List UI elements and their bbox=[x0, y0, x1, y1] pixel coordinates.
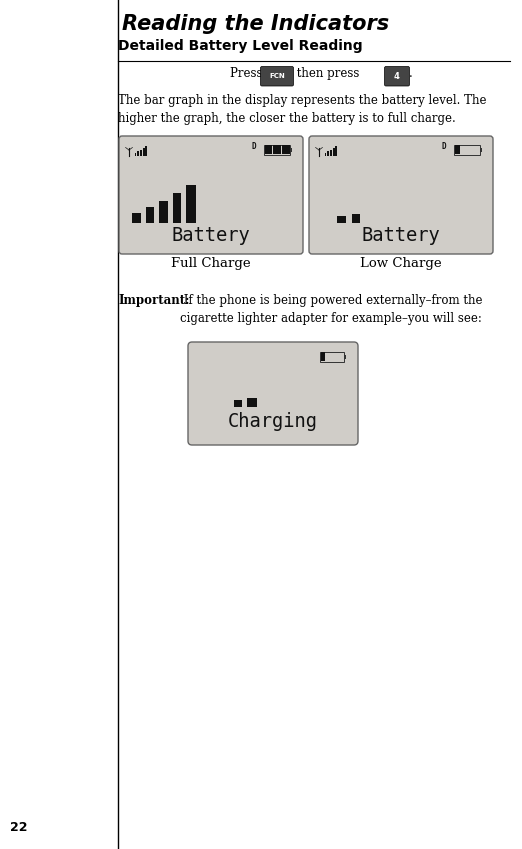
Text: 4: 4 bbox=[394, 72, 400, 81]
Text: Reading the Indicators: Reading the Indicators bbox=[122, 14, 389, 34]
Bar bbox=[159, 201, 168, 223]
Bar bbox=[344, 355, 346, 358]
Text: Full Charge: Full Charge bbox=[171, 257, 251, 270]
Text: Battery: Battery bbox=[172, 226, 251, 245]
Text: FCN: FCN bbox=[269, 73, 285, 79]
FancyBboxPatch shape bbox=[119, 136, 303, 254]
Bar bbox=[186, 185, 196, 223]
Bar bbox=[320, 351, 344, 362]
Bar bbox=[146, 207, 154, 223]
Bar bbox=[146, 146, 147, 156]
Bar bbox=[325, 153, 326, 156]
Bar bbox=[140, 149, 142, 156]
Bar bbox=[330, 149, 332, 156]
Text: Important:: Important: bbox=[118, 294, 189, 307]
Text: .: . bbox=[409, 67, 413, 80]
FancyBboxPatch shape bbox=[385, 66, 409, 86]
Bar bbox=[247, 398, 257, 407]
Bar bbox=[321, 352, 325, 361]
Text: The bar graph in the display represents the battery level. The
higher the graph,: The bar graph in the display represents … bbox=[118, 94, 487, 125]
Text: Detailed Battery Level Reading: Detailed Battery Level Reading bbox=[118, 39, 363, 53]
Text: Press: Press bbox=[230, 67, 266, 80]
Bar bbox=[273, 145, 281, 154]
Bar bbox=[264, 144, 290, 155]
Text: then press: then press bbox=[293, 67, 363, 80]
Bar bbox=[234, 400, 242, 407]
Bar bbox=[327, 151, 329, 156]
Text: Battery: Battery bbox=[362, 226, 441, 245]
Bar bbox=[454, 144, 480, 155]
Bar bbox=[455, 145, 459, 154]
Bar bbox=[172, 193, 181, 223]
Bar bbox=[480, 148, 482, 151]
Bar bbox=[290, 148, 292, 151]
Text: If the phone is being powered externally–from the
cigarette lighter adapter for : If the phone is being powered externally… bbox=[181, 294, 483, 324]
Text: D: D bbox=[442, 142, 447, 151]
Bar bbox=[351, 213, 360, 223]
FancyBboxPatch shape bbox=[188, 342, 358, 445]
Bar bbox=[333, 148, 335, 156]
Text: D: D bbox=[252, 142, 257, 151]
Bar bbox=[137, 151, 139, 156]
Bar bbox=[282, 145, 290, 154]
FancyBboxPatch shape bbox=[260, 66, 293, 86]
Bar bbox=[265, 145, 272, 154]
Text: Low Charge: Low Charge bbox=[360, 257, 442, 270]
Bar bbox=[337, 216, 346, 223]
Bar bbox=[143, 148, 145, 156]
Text: Charging: Charging bbox=[228, 412, 318, 431]
Text: 22: 22 bbox=[10, 821, 28, 834]
Bar bbox=[135, 153, 136, 156]
Bar bbox=[336, 146, 337, 156]
Bar bbox=[132, 213, 140, 223]
FancyBboxPatch shape bbox=[309, 136, 493, 254]
